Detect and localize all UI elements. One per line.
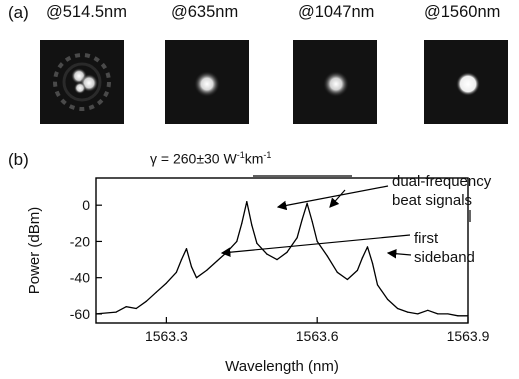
single-spot-pattern-635 xyxy=(194,71,220,97)
mode-image-1047 xyxy=(293,40,377,124)
y-tick-label: -20 xyxy=(70,233,90,249)
data-point xyxy=(467,315,469,317)
data-point xyxy=(417,313,419,315)
image-title-1047: @1047nm xyxy=(298,3,375,21)
y-tick-label: -60 xyxy=(70,306,90,322)
data-point xyxy=(437,313,439,315)
mode-image-635 xyxy=(165,40,249,124)
data-point xyxy=(301,219,303,221)
x-axis-label: Wavelength (nm) xyxy=(225,358,339,375)
data-point xyxy=(306,202,308,204)
gamma-exp-1: -1 xyxy=(236,150,245,160)
single-spot-pattern-1560 xyxy=(456,72,480,96)
data-point xyxy=(180,258,183,261)
dual-frequency-line1: dual-frequency xyxy=(392,173,492,190)
data-point xyxy=(356,269,359,272)
data-point xyxy=(195,277,198,279)
data-point xyxy=(266,253,268,255)
panel-a-label: (a) xyxy=(8,3,29,22)
spectrum-line xyxy=(95,200,468,317)
data-point xyxy=(376,284,379,286)
data-point xyxy=(216,260,218,262)
single-spot-pattern-1047 xyxy=(323,71,349,97)
data-point xyxy=(457,315,459,317)
y-axis-label: Power (dBm) xyxy=(26,207,43,295)
dual-frequency-arrow-left xyxy=(276,185,389,211)
data-point xyxy=(326,255,328,257)
data-point xyxy=(256,242,258,244)
gamma-suffix: 30 W xyxy=(204,150,237,167)
mode-image-514 xyxy=(40,40,124,124)
y-tick-label: -40 xyxy=(70,270,90,286)
mode-image-1560 xyxy=(424,40,508,124)
image-title-514: @514.5nm xyxy=(46,3,127,21)
data-point xyxy=(115,311,117,313)
data-point xyxy=(145,300,147,302)
first-sideband-arrow-right xyxy=(386,248,412,259)
data-point xyxy=(246,200,248,203)
data-point xyxy=(336,271,338,273)
data-point xyxy=(397,307,399,310)
first-sideband-line1: first xyxy=(414,230,439,247)
data-point xyxy=(135,307,137,310)
dual-frequency-arrow-right xyxy=(329,189,346,208)
data-point xyxy=(346,278,348,281)
data-point xyxy=(407,311,409,313)
data-point xyxy=(276,258,278,261)
first-sideband-label: first sideband xyxy=(414,229,475,267)
data-point xyxy=(125,306,127,308)
gamma-exp-2: -1 xyxy=(263,150,272,160)
data-point xyxy=(296,237,298,239)
dual-frequency-label: dual-frequency beat signals xyxy=(392,172,491,210)
multi-lobe-mode-pattern xyxy=(53,53,111,111)
x-tick-label: 1563.9 xyxy=(447,328,490,344)
gamma-km: km xyxy=(244,150,264,167)
gamma-prefix: γ = 260 xyxy=(150,150,197,167)
data-point xyxy=(251,224,253,226)
data-point xyxy=(386,298,389,301)
data-point xyxy=(316,240,318,243)
data-point xyxy=(185,248,188,250)
plot-frame xyxy=(95,177,469,324)
data-point xyxy=(447,313,449,315)
data-point xyxy=(95,313,97,315)
data-point xyxy=(205,269,208,272)
data-point xyxy=(427,309,429,311)
data-point xyxy=(190,266,193,268)
data-point xyxy=(371,262,374,264)
panel-b-label: (b) xyxy=(8,150,29,169)
data-point xyxy=(175,271,178,273)
data-point xyxy=(165,282,167,284)
first-sideband-arrow-left xyxy=(220,234,411,257)
data-point xyxy=(366,246,369,248)
y-tick-label: 0 xyxy=(82,197,90,213)
x-tick-label: 1563.6 xyxy=(296,328,339,344)
image-title-635: @635nm xyxy=(171,3,239,21)
image-title-1560: @1560nm xyxy=(424,3,501,21)
data-point xyxy=(286,251,288,253)
x-tick-label: 1563.3 xyxy=(145,328,188,344)
data-point xyxy=(361,257,364,259)
data-point xyxy=(155,291,157,293)
first-sideband-line2: sideband xyxy=(414,249,475,266)
dual-frequency-line2: beat signals xyxy=(392,192,473,209)
data-point xyxy=(311,220,313,223)
gamma-annotation: γ = 260±30 W-1km-1 xyxy=(150,150,271,167)
gamma-pm: ± xyxy=(196,150,205,167)
data-point xyxy=(241,222,243,224)
data-point xyxy=(236,240,238,243)
